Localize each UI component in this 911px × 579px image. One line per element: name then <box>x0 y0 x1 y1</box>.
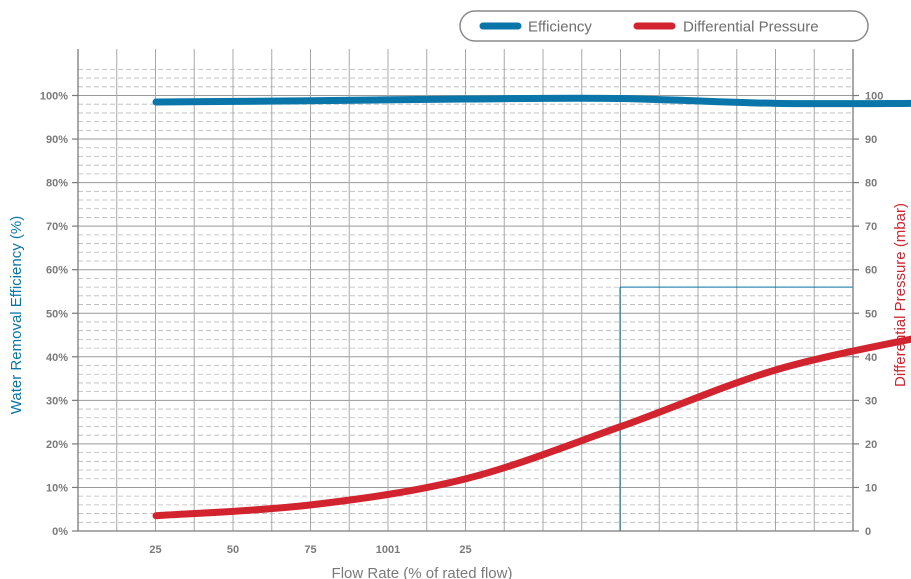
y-axis-right-title: Differential Pressure (mbar) <box>892 203 909 387</box>
y-right-tick-label: 80 <box>865 178 877 190</box>
legend: Efficiency Differential Pressure <box>459 10 869 42</box>
x-tick-label: 50 <box>227 544 239 556</box>
y-left-tick-label: 40% <box>46 352 68 364</box>
y-left-tick-label: 10% <box>46 482 68 494</box>
y-right-tick-label: 40 <box>865 352 877 364</box>
y-right-tick-label: 0 <box>865 526 871 538</box>
y-right-tick-label: 100 <box>865 91 883 103</box>
y-right-tick-label: 30 <box>865 395 877 407</box>
y-left-tick-label: 30% <box>46 395 68 407</box>
x-axis-title: Flow Rate (% of rated flow) <box>332 565 513 579</box>
y-left-tick-label: 20% <box>46 439 68 451</box>
series-line-efficiency <box>152 94 911 108</box>
y-left-tick-label: 50% <box>46 308 68 320</box>
y-left-tick-label: 90% <box>46 134 68 146</box>
legend-label-efficiency: Efficiency <box>528 19 592 36</box>
axes-layer <box>77 49 854 532</box>
ticks-layer: 0% 10% 20% 30% 40% 50% 60% 70% 80% 90% 100% 0 10 20 30… <box>40 91 884 557</box>
y-right-tick-label: 90 <box>865 134 877 146</box>
y-left-tick-label: 60% <box>46 265 68 277</box>
legend-label-differential-pressure: Differential Pressure <box>683 19 819 36</box>
y-axis-left-title: Water Removal Efficiency (%) <box>8 216 25 414</box>
y-left-tick-label: 70% <box>46 221 68 233</box>
series-line-differential-pressure <box>152 335 911 520</box>
y-left-tick-label: 0% <box>52 526 68 538</box>
y-right-tick-label: 70 <box>865 221 877 233</box>
y-right-tick-label: 60 <box>865 265 877 277</box>
y-left-tick-label: 80% <box>46 178 68 190</box>
x-tick-label: 1001 <box>376 544 400 556</box>
grid-layer <box>77 49 854 532</box>
y-right-tick-label: 50 <box>865 308 877 320</box>
x-tick-label: 25 <box>149 544 161 556</box>
x-tick-label: 75 <box>304 544 316 556</box>
annotation-layer <box>619 286 853 531</box>
series-layer <box>152 94 911 520</box>
x-tick-label: 25 <box>459 544 471 556</box>
y-left-tick-label: 100% <box>40 91 68 103</box>
y-right-tick-label: 10 <box>865 482 877 494</box>
y-right-tick-label: 20 <box>865 439 877 451</box>
